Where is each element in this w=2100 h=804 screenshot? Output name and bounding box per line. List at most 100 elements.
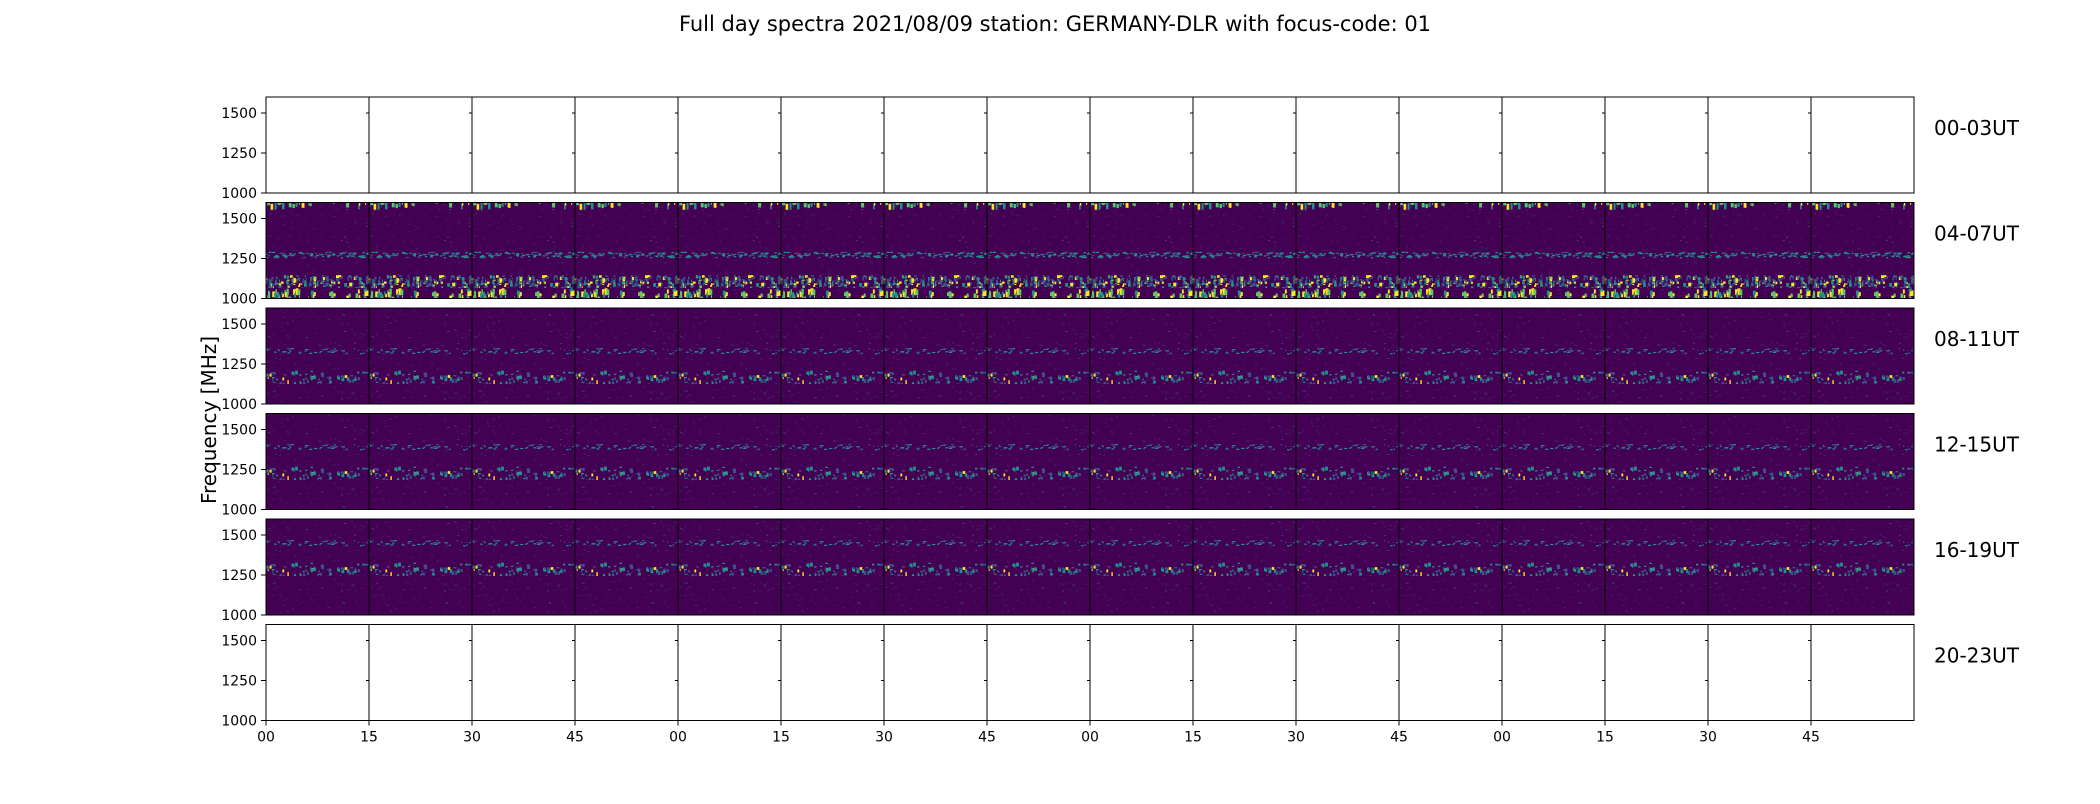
spectra-panel	[1089, 202, 1194, 299]
spectra-row-16-19UT: 1000 1250 1500 16-19UT	[221, 518, 2020, 624]
y-tick-label: 1250	[221, 463, 257, 479]
spectra-panel	[368, 307, 473, 405]
spectra-panel	[986, 96, 1091, 194]
spectra-panel	[780, 624, 885, 721]
x-tick-label: 30	[463, 730, 481, 746]
spectra-panel	[1295, 624, 1400, 721]
spectra-panel	[1295, 96, 1400, 194]
row-label: 12-15UT	[1934, 433, 2020, 457]
y-tick-label: 1500	[221, 212, 257, 228]
x-tick-label: 00	[257, 730, 275, 746]
spectra-panel	[780, 96, 885, 194]
spectra-panel	[1501, 96, 1606, 194]
y-axis-label: Frequency [MHz]	[197, 336, 221, 504]
y-tick-label: 1000	[221, 714, 257, 730]
spectra-panel	[265, 307, 370, 405]
spectra-panel	[1604, 202, 1709, 299]
spectra-panel	[1192, 202, 1297, 299]
spectra-row-20-23UT: 1000 1250 1500 20-23UT	[221, 624, 2020, 730]
spectra-panel	[574, 413, 679, 510]
spectra-panel	[986, 624, 1091, 721]
y-tick-label: 1500	[221, 423, 257, 439]
spectra-panel	[986, 202, 1091, 299]
spectra-panel	[1295, 413, 1400, 510]
spectra-panel	[368, 413, 473, 510]
chart-title: Full day spectra 2021/08/09 station: GER…	[679, 12, 1431, 36]
spectra-panel	[1295, 202, 1400, 299]
spectra-panel	[883, 518, 988, 616]
spectra-panel	[1810, 307, 1915, 405]
spectra-panel	[1192, 518, 1297, 616]
y-tick-label: 1000	[221, 503, 257, 519]
x-tick-label: 30	[1699, 730, 1717, 746]
spectra-panel	[780, 307, 885, 405]
x-tick-label: 45	[978, 730, 996, 746]
spectra-panel	[1810, 624, 1915, 721]
x-tick-label: 00	[669, 730, 687, 746]
spectra-panel	[471, 202, 576, 299]
spectra-panel	[1501, 413, 1606, 510]
x-tick-label: 30	[875, 730, 893, 746]
x-tick-label: 45	[566, 730, 584, 746]
spectra-panel	[1089, 96, 1194, 194]
spectra-panel	[883, 96, 988, 194]
x-tick-label: 00	[1493, 730, 1511, 746]
spectra-panel	[1501, 624, 1606, 721]
spectra-panel	[883, 413, 988, 510]
spectra-panel	[1604, 413, 1709, 510]
spectra-panel	[1501, 518, 1606, 616]
spectra-panel	[1604, 624, 1709, 721]
spectra-panel	[265, 413, 370, 510]
spectra-panel	[780, 202, 885, 299]
spectra-panel	[1192, 96, 1297, 194]
spectra-panel	[1192, 413, 1297, 510]
spectra-panel	[1707, 518, 1812, 616]
spectra-panel	[677, 413, 782, 510]
x-axis-ticks: 00 15 30 45 00 15 30 45 00 15 30 45 00 15 30 45	[257, 720, 1820, 746]
y-tick-label: 1500	[221, 106, 257, 122]
spectra-panel	[1707, 413, 1812, 510]
x-tick-label: 15	[1184, 730, 1202, 746]
y-tick-label: 1250	[221, 357, 257, 373]
spectra-panel	[1398, 96, 1503, 194]
spectra-panel	[368, 96, 473, 194]
spectra-panel	[1398, 202, 1503, 299]
spectra-panel	[265, 518, 370, 616]
spectra-panel	[1089, 518, 1194, 616]
x-tick-label: 00	[1081, 730, 1099, 746]
row-label: 04-07UT	[1934, 222, 2020, 246]
spectra-panel	[1707, 307, 1812, 405]
x-tick-label: 30	[1287, 730, 1305, 746]
spectra-panel	[1707, 202, 1812, 299]
spectra-rows: 10001250150000-03UT10001250150004-07UT10…	[221, 96, 2020, 730]
spectra-row-00-03UT: 1000 1250 1500 00-03UT	[221, 96, 2020, 202]
spectra-panel	[1707, 624, 1812, 721]
y-tick-label: 1250	[221, 146, 257, 162]
spectra-panel	[1192, 307, 1297, 405]
row-label: 20-23UT	[1934, 644, 2020, 668]
spectra-panel	[780, 518, 885, 616]
spectra-row-04-07UT: 1000 1250 1500 04-07UT	[221, 202, 2020, 308]
spectra-panel	[368, 624, 473, 721]
spectra-panel	[1501, 307, 1606, 405]
spectra-panel	[883, 202, 988, 299]
spectra-panel	[1295, 307, 1400, 405]
spectra-panel	[1089, 413, 1194, 510]
spectra-panel	[574, 202, 679, 299]
spectra-panel	[265, 624, 370, 721]
spectra-panel	[574, 96, 679, 194]
spectra-panel	[1810, 202, 1915, 299]
spectra-panel	[471, 96, 576, 194]
spectra-panel	[1810, 96, 1915, 194]
spectra-panel	[1398, 624, 1503, 721]
spectra-panel	[1089, 624, 1194, 721]
spectra-panel	[1604, 518, 1709, 616]
spectra-panel	[1295, 518, 1400, 616]
spectra-panel	[1604, 96, 1709, 194]
spectra-panel	[986, 307, 1091, 405]
y-tick-label: 1000	[221, 397, 257, 413]
spectra-panel	[471, 413, 576, 510]
spectra-panel	[471, 518, 576, 616]
spectra-panel	[265, 96, 370, 194]
row-label: 08-11UT	[1934, 327, 2020, 351]
